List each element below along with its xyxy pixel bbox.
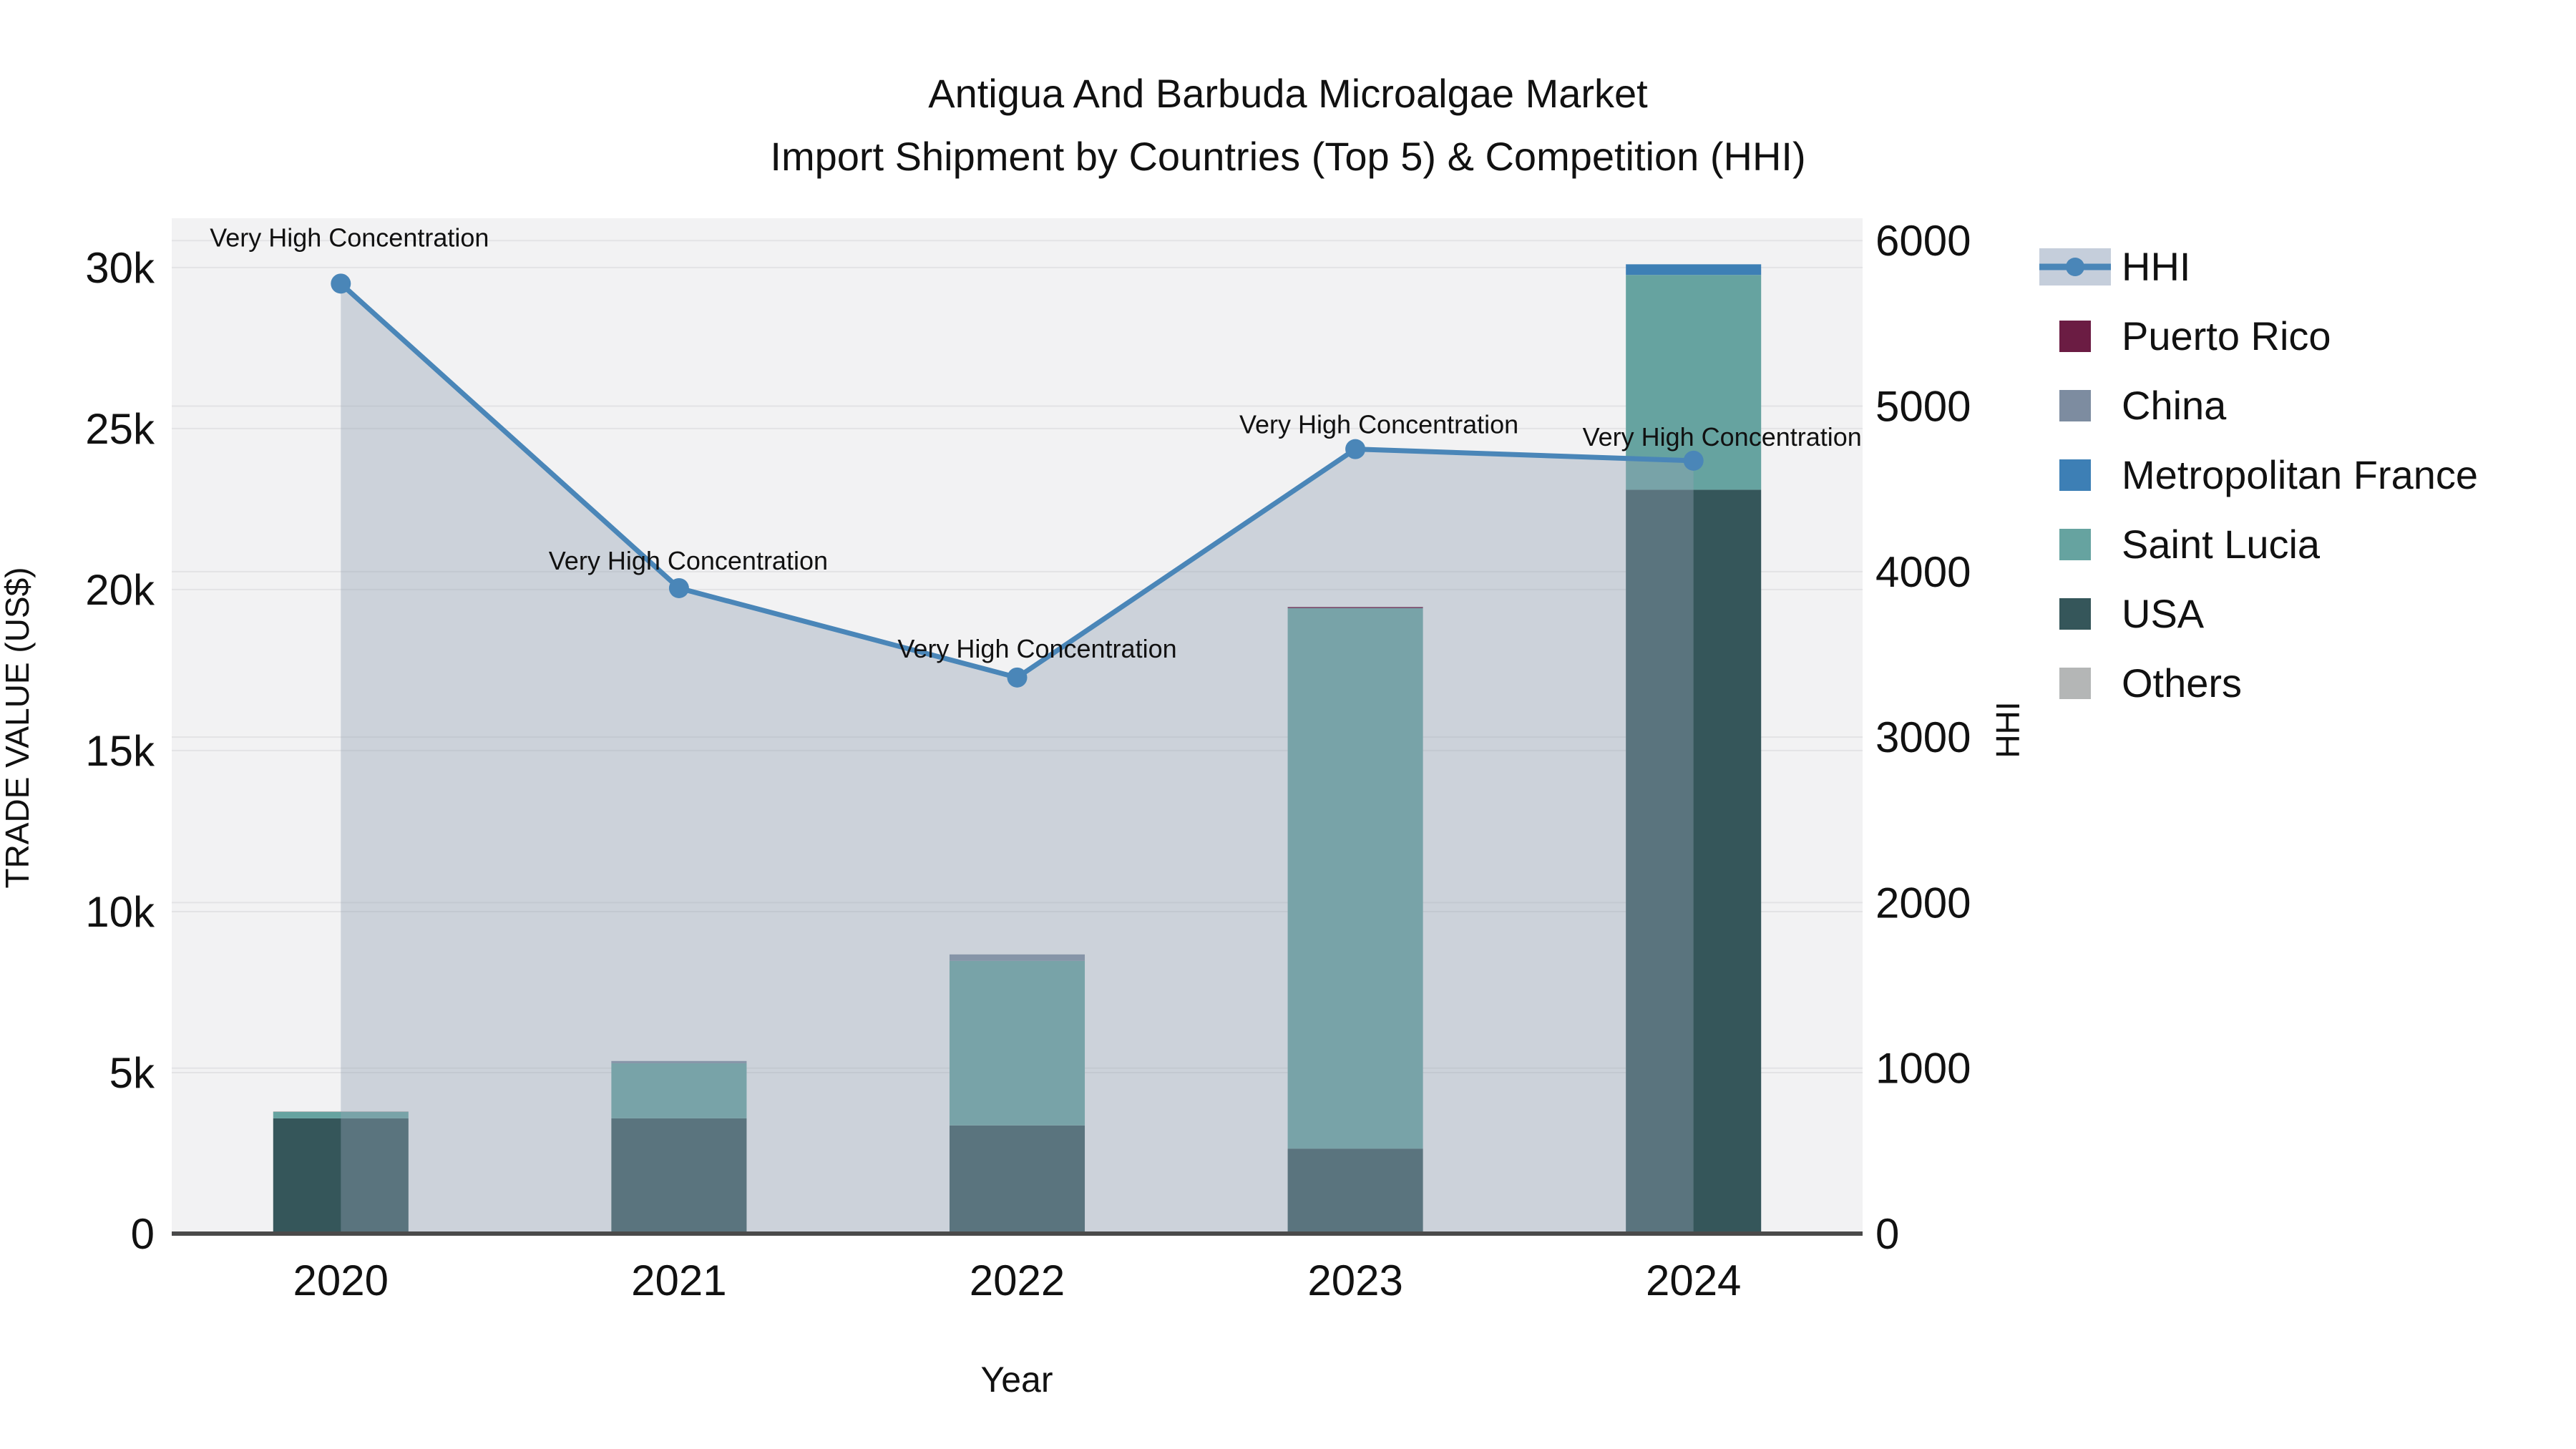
left-tick-20k: 20k [85,566,155,614]
left-tick-0: 0 [131,1210,155,1258]
left-tick-25k: 25k [85,405,155,453]
chart-title-line1: Antigua And Barbuda Microalgae Market [928,71,1648,116]
right-axis-title: HHI [1989,701,2026,758]
bar-2020-others [273,1111,409,1112]
bar-2022-china [949,954,1085,961]
hhi-marker-2022 [1007,667,1028,688]
legend-label-others: Others [2122,660,2242,706]
right-tick-2000: 2000 [1875,879,1971,927]
x-tick-2023: 2023 [1307,1257,1402,1304]
bars-layer [273,264,1762,1234]
legend-swatch-usa [2059,598,2091,630]
right-tick-3000: 3000 [1875,713,1971,761]
legend-label-metropolitan-france: Metropolitan France [2122,452,2478,497]
x-tick-2024: 2024 [1646,1257,1741,1304]
bar-2021-saint-lucia [611,1063,747,1118]
annotation-2024: Very High Concentration [1583,422,1862,452]
left-tick-15k: 15k [85,727,155,775]
bar-2023-puerto-rico [1287,607,1423,609]
bar-2024-metropolitan-france [1626,264,1762,275]
legend-swatch-saint-lucia [2059,529,2091,560]
annotation-2023: Very High Concentration [1239,410,1518,439]
chart-title-line2: Import Shipment by Countries (Top 5) & C… [770,134,1805,179]
bar-2021-usa [611,1118,747,1234]
left-tick-30k: 30k [85,244,155,292]
gridline-layer [172,240,1863,1073]
bar-2023-saint-lucia [1287,608,1423,1149]
legend-swatch-others [2059,668,2091,699]
annotation-2021: Very High Concentration [549,546,828,575]
legend-label-puerto-rico: Puerto Rico [2122,313,2331,358]
x-axis-title: Year [980,1360,1053,1400]
legend-label-usa: USA [2122,591,2205,636]
hhi-marker-2024 [1683,450,1704,471]
legend-label-saint-lucia: Saint Lucia [2122,522,2321,567]
hhi-marker-2023 [1345,439,1366,459]
legend-item-saint-lucia: Saint Lucia [2059,522,2321,567]
bar-2020-saint-lucia [273,1111,409,1118]
hhi-area-fill [341,283,1694,1234]
legend-label-china: China [2122,383,2227,428]
legend-item-china: China [2059,383,2227,428]
legend-label-hhi: HHI [2122,244,2190,289]
bar-2020-usa [273,1118,409,1234]
hhi-line-layer [331,273,1704,688]
annotation-2022: Very High Concentration [897,634,1176,663]
bar-2021-china [611,1060,747,1063]
right-tick-0: 0 [1875,1210,1899,1258]
bar-2022-usa [949,1125,1085,1234]
tick-label-layer: 2020 2021 2022 2023 2024 0 5k 10k 15k 20k 25k 30k 0 1… [85,217,1971,1304]
legend-swatch-metropolitan-france [2059,459,2091,491]
legend-item-hhi: HHI [2039,244,2190,289]
bar-2024-usa [1626,489,1762,1234]
legend-swatch-china [2059,390,2091,421]
x-tick-2021: 2021 [631,1257,726,1304]
hhi-marker-2021 [668,577,689,598]
legend-hhi-marker [2066,258,2084,276]
left-tick-10k: 10k [85,888,155,936]
annotation-layer: Very High Concentration Very High Concent… [210,223,1862,663]
legend-item-metropolitan-france: Metropolitan France [2059,452,2478,497]
x-tick-2022: 2022 [970,1257,1065,1304]
legend-swatch-puerto-rico [2059,321,2091,352]
right-tick-6000: 6000 [1875,217,1971,265]
right-tick-1000: 1000 [1875,1045,1971,1093]
left-tick-5k: 5k [109,1049,155,1097]
legend-item-puerto-rico: Puerto Rico [2059,313,2331,358]
bar-2022-saint-lucia [949,960,1085,1126]
legend-item-usa: USA [2059,591,2205,636]
bar-2023-usa [1287,1148,1423,1234]
right-tick-5000: 5000 [1875,383,1971,431]
legend-item-others: Others [2059,660,2242,706]
right-tick-4000: 4000 [1875,548,1971,596]
legend: HHI Puerto Rico China Metropolitan France Sa… [2039,244,2478,706]
hhi-area-layer [341,283,1694,1234]
x-tick-2020: 2020 [293,1257,389,1304]
annotation-2020: Very High Concentration [210,223,489,252]
hhi-marker-2020 [331,273,351,294]
left-axis-title: TRADE VALUE (US$) [0,567,36,888]
